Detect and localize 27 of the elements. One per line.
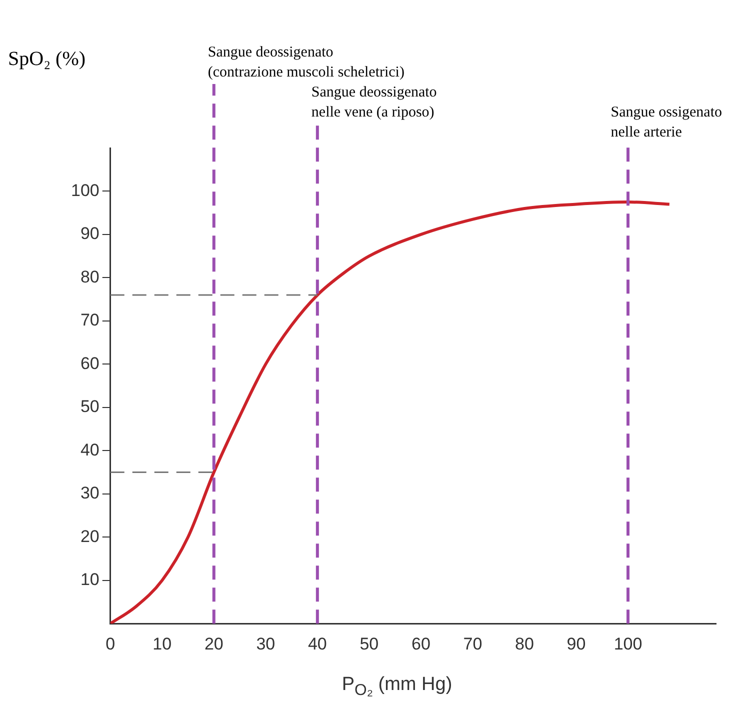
y-tick-label: 80 bbox=[80, 267, 100, 286]
y-tick-label: 40 bbox=[80, 440, 100, 460]
line-series bbox=[110, 200, 671, 624]
y-tick-label: 50 bbox=[80, 397, 100, 416]
y-tick-label: 70 bbox=[80, 310, 100, 330]
ref-line-label: Sangue ossigenato nelle arterie bbox=[610, 104, 722, 140]
x-tick-label: 100 bbox=[614, 634, 642, 654]
ref-line-label: Sangue deossigenato nelle vene (a riposo) bbox=[311, 84, 437, 120]
x-tick-label: 60 bbox=[411, 634, 430, 654]
x-tick-label: 0 bbox=[106, 634, 116, 654]
x-tick-label: 80 bbox=[515, 634, 534, 654]
y-tick-label: 60 bbox=[80, 354, 100, 373]
y-tick-label: 30 bbox=[80, 484, 100, 503]
ref-line-label: Sangue deossigenato (contrazione muscoli scheletrici) bbox=[208, 44, 404, 80]
x-tick-label: 20 bbox=[204, 634, 224, 654]
y-tick-label: 10 bbox=[80, 570, 100, 590]
x-tick-label: 90 bbox=[566, 634, 586, 654]
y-axis-title: SpO₂ (%) bbox=[8, 48, 86, 71]
x-tick-label: 70 bbox=[463, 634, 482, 654]
x-tick-label: 50 bbox=[360, 634, 379, 654]
y-tick-label: 100 bbox=[70, 180, 100, 200]
x-tick-label: 40 bbox=[308, 634, 327, 654]
x-tick-label: 10 bbox=[152, 634, 172, 654]
x-tick-label: 30 bbox=[256, 634, 276, 654]
y-tick-label: 90 bbox=[80, 224, 100, 244]
x-axis-title: P$_{O₂}$ (mm Hg) bbox=[340, 674, 454, 700]
y-tick-label: 20 bbox=[80, 526, 100, 546]
